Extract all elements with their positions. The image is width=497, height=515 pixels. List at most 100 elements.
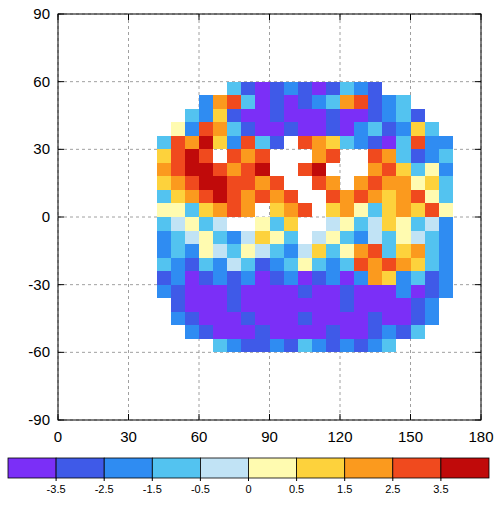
cell — [411, 109, 425, 123]
cell — [411, 285, 425, 299]
cell — [270, 231, 284, 245]
cell — [396, 217, 410, 231]
tick-x-top — [269, 14, 270, 20]
cell — [213, 231, 227, 245]
cell — [270, 109, 284, 123]
colorbar-box — [441, 458, 489, 478]
cell — [270, 82, 284, 96]
cell — [340, 244, 354, 258]
cell — [255, 122, 269, 136]
cell — [312, 285, 326, 299]
cell — [227, 258, 241, 272]
cell — [411, 325, 425, 339]
tick-y — [58, 217, 64, 218]
cell — [213, 325, 227, 339]
cell — [255, 95, 269, 109]
cell — [382, 122, 396, 136]
cell — [354, 244, 368, 258]
cell — [312, 258, 326, 272]
cell — [425, 217, 439, 231]
tick-y — [58, 81, 64, 82]
cell — [284, 258, 298, 272]
cell — [185, 136, 199, 150]
cell — [396, 258, 410, 272]
cell — [439, 163, 453, 177]
cell — [157, 203, 171, 217]
cell — [241, 339, 255, 353]
cell — [255, 163, 269, 177]
cell — [157, 136, 171, 150]
cell — [312, 109, 326, 123]
cell — [227, 82, 241, 96]
cell — [298, 122, 312, 136]
cell — [382, 325, 396, 339]
cell — [284, 325, 298, 339]
cell — [270, 176, 284, 190]
cell — [312, 122, 326, 136]
cell — [270, 339, 284, 353]
cell — [171, 285, 185, 299]
cell — [382, 163, 396, 177]
cell — [425, 203, 439, 217]
cell — [368, 122, 382, 136]
cell — [411, 176, 425, 190]
cell — [354, 285, 368, 299]
cell — [199, 109, 213, 123]
cell — [185, 244, 199, 258]
cell — [185, 149, 199, 163]
cell — [425, 285, 439, 299]
cell — [213, 136, 227, 150]
cell — [255, 149, 269, 163]
colorbar-tick — [296, 478, 297, 481]
cell — [396, 136, 410, 150]
cell — [171, 149, 185, 163]
cell — [157, 258, 171, 272]
cell — [354, 258, 368, 272]
cell — [326, 109, 340, 123]
cell — [382, 203, 396, 217]
tick-y-right — [475, 81, 481, 82]
cell — [340, 82, 354, 96]
colorbar-tick — [200, 478, 201, 481]
cell — [354, 217, 368, 231]
cell — [326, 190, 340, 204]
cell — [241, 298, 255, 312]
cell — [411, 203, 425, 217]
cell — [326, 339, 340, 353]
cell — [270, 285, 284, 299]
cell — [340, 109, 354, 123]
cell — [439, 190, 453, 204]
colorbar-label: 2.5 — [385, 483, 400, 495]
cell — [241, 95, 255, 109]
cell — [340, 258, 354, 272]
cell — [255, 298, 269, 312]
cell — [396, 271, 410, 285]
tick-x — [269, 414, 270, 420]
cell — [326, 325, 340, 339]
cell — [439, 149, 453, 163]
cell — [368, 339, 382, 353]
cell — [354, 136, 368, 150]
cell — [227, 136, 241, 150]
cell — [213, 122, 227, 136]
colorbar-label: 1.5 — [337, 483, 352, 495]
colorbar-tick — [152, 478, 153, 481]
cell — [382, 312, 396, 326]
chart-root: 0306090120150180-90-60-300306090-3.5-2.5… — [0, 0, 497, 515]
cell — [354, 176, 368, 190]
cell — [270, 136, 284, 150]
cell — [326, 122, 340, 136]
colorbar-label: -1.5 — [143, 483, 162, 495]
cell — [425, 298, 439, 312]
cell — [185, 285, 199, 299]
tick-x-top — [481, 14, 482, 20]
cell — [241, 82, 255, 96]
axes: 0306090120150180-90-60-300306090 — [28, 5, 493, 445]
cell — [312, 312, 326, 326]
cell — [312, 136, 326, 150]
cell — [354, 122, 368, 136]
cell — [284, 312, 298, 326]
cell — [171, 136, 185, 150]
cell — [425, 190, 439, 204]
cell — [213, 217, 227, 231]
